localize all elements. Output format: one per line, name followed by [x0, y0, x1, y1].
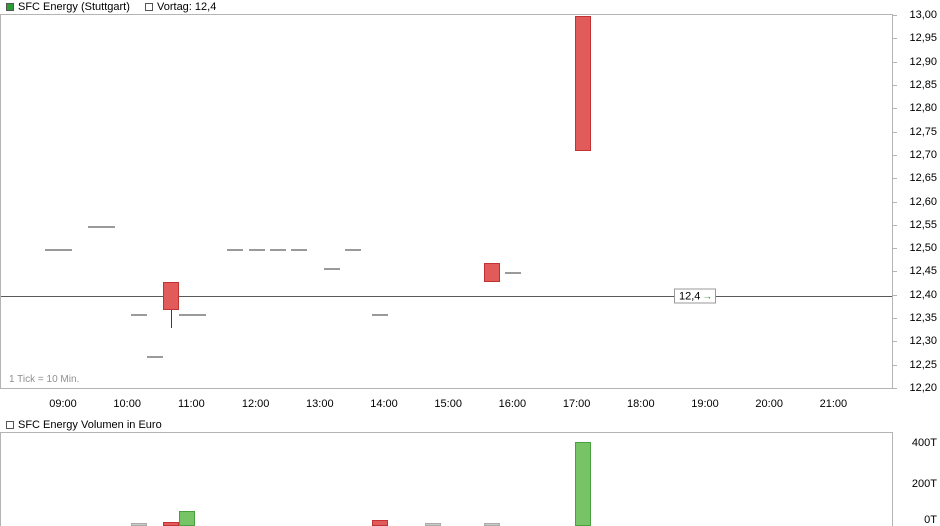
price-bar [146, 356, 163, 359]
price-bar [130, 314, 147, 317]
price-axis: 13,00 12,95 12,90 12,85 12,80 12,75 12,70 12,65… [893, 9, 940, 418]
price-bar [505, 272, 522, 275]
price-axis-tick: 12,95 [909, 32, 937, 45]
price-axis-tick-mark [893, 341, 897, 343]
price-axis-tick-mark [893, 38, 897, 40]
price-plot-area[interactable]: 12,4 → 1 Tick = 10 Min. [0, 14, 893, 389]
price-axis-tick-mark [893, 108, 897, 110]
time-axis-tick: 12:00 [241, 398, 270, 410]
price-axis-tick-mark [893, 294, 897, 296]
price-axis-tick: 12,65 [909, 172, 937, 185]
legend-color-swatch-green [6, 3, 14, 11]
price-bar [98, 225, 115, 228]
price-bar [227, 249, 244, 252]
price-bar [270, 249, 286, 252]
volume-bar [574, 442, 591, 526]
time-axis-tick: 09:00 [49, 398, 77, 410]
price-axis-tick: 12,85 [909, 78, 937, 91]
price-axis-tick: 12,75 [909, 125, 937, 138]
price-bar [179, 314, 196, 317]
price-bar [484, 263, 500, 282]
price-axis-tick-mark [893, 271, 897, 273]
price-axis-tick: 12,60 [909, 195, 937, 208]
time-axis-tick: 14:00 [370, 398, 398, 410]
price-axis-tick: 12,90 [909, 55, 937, 68]
volume-bar [179, 510, 196, 526]
volume-plot-area[interactable] [0, 432, 893, 526]
price-panel: 12,4 → 1 Tick = 10 Min. 09:00 10:00 11:00 12… [0, 9, 940, 418]
time-axis-tick: 20:00 [755, 398, 783, 410]
price-bar [45, 249, 62, 252]
volume-axis-tick: 200T [911, 478, 937, 491]
time-axis-tick: 18:00 [627, 398, 655, 410]
price-axis-tick-mark [893, 178, 897, 180]
volume-axis: 0T 200T 400T [893, 432, 940, 526]
legend-label-price-series: SFC Energy (Stuttgart) [18, 1, 130, 13]
previous-close-value: 12,4 [679, 290, 701, 303]
price-axis-tick-mark [893, 84, 897, 86]
price-axis-tick-mark [893, 364, 897, 366]
legend-item-price-series[interactable]: SFC Energy (Stuttgart) [6, 0, 130, 14]
legend-label-prev-close: Vortag: 12,4 [157, 1, 217, 13]
price-axis-tick-mark [893, 201, 897, 203]
price-axis-tick: 12,45 [909, 265, 937, 278]
previous-close-line [1, 295, 892, 297]
time-axis-tick: 11:00 [178, 398, 205, 410]
price-bar [88, 225, 105, 228]
price-bar [163, 281, 179, 310]
price-axis-tick: 12,35 [909, 312, 937, 325]
price-bar [248, 249, 265, 252]
price-axis-tick-mark [893, 131, 897, 133]
price-axis-tick: 12,80 [909, 102, 937, 115]
price-axis-tick: 12,20 [909, 382, 937, 394]
volume-checkbox-icon[interactable] [6, 421, 14, 429]
price-axis-tick: 12,25 [909, 358, 937, 371]
price-axis-tick: 13,00 [909, 9, 937, 21]
volume-axis-tick: 0T [924, 514, 937, 526]
time-axis-tick: 19:00 [691, 398, 719, 410]
time-axis-tick: 16:00 [498, 398, 527, 410]
price-axis-tick-mark [893, 318, 897, 320]
trend-arrow-icon: → [702, 291, 713, 303]
price-axis-tick: 12,30 [909, 335, 937, 348]
time-axis-tick: 15:00 [434, 398, 462, 410]
time-axis-tick: 13:00 [306, 398, 334, 410]
volume-panel: 0T 200T 400T [0, 432, 940, 526]
price-axis-tick-mark [893, 61, 897, 63]
price-bar [323, 267, 340, 270]
volume-axis-tick: 400T [911, 437, 937, 450]
price-axis-tick-mark [893, 15, 897, 16]
legend-item-volume-series[interactable]: SFC Energy Volumen in Euro [6, 418, 162, 432]
tick-interval-note: 1 Tick = 10 Min. [9, 374, 80, 385]
chart-legend: SFC Energy (Stuttgart) Vortag: 12,4 [0, 0, 940, 14]
legend-checkbox-icon[interactable] [145, 3, 153, 11]
price-axis-tick-mark [893, 224, 897, 226]
price-axis-tick-mark [893, 388, 897, 389]
price-axis-tick-mark [893, 154, 897, 156]
price-bar [56, 249, 72, 252]
time-axis: 09:00 10:00 11:00 12:00 13:00 14:00 15:00 16:00… [0, 389, 893, 418]
price-axis-tick: 12,40 [909, 288, 937, 301]
price-axis-tick: 12,50 [909, 242, 937, 255]
price-bar [344, 249, 361, 252]
volume-bar [163, 522, 179, 526]
price-bar [574, 16, 591, 152]
price-bar [371, 314, 388, 317]
time-axis-tick: 21:00 [819, 398, 848, 410]
price-axis-tick: 12,70 [909, 148, 937, 161]
price-axis-tick-mark [893, 248, 897, 250]
previous-close-tag: 12,4 → [674, 288, 717, 304]
legend-item-prev-close[interactable]: Vortag: 12,4 [145, 0, 216, 14]
time-axis-tick: 17:00 [562, 398, 591, 410]
volume-bar [371, 519, 388, 526]
price-bar [291, 249, 308, 252]
legend-label-volume-series: SFC Energy Volumen in Euro [18, 419, 162, 431]
time-axis-tick: 10:00 [113, 398, 141, 410]
price-bar [189, 314, 206, 317]
price-axis-tick: 12,55 [909, 218, 937, 231]
